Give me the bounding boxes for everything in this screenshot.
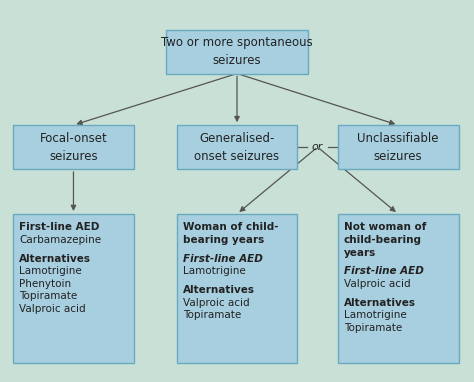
Text: Unclassifiable
seizures: Unclassifiable seizures	[357, 131, 439, 163]
Text: years: years	[344, 248, 376, 257]
Text: Valproic acid: Valproic acid	[19, 304, 86, 314]
Text: Generalised-
onset seizures: Generalised- onset seizures	[194, 131, 280, 163]
Text: bearing years: bearing years	[182, 235, 264, 245]
Text: Phenytoin: Phenytoin	[19, 279, 71, 289]
FancyBboxPatch shape	[166, 30, 308, 73]
FancyBboxPatch shape	[337, 214, 458, 363]
Text: Not woman of: Not woman of	[344, 222, 426, 232]
Text: Topiramate: Topiramate	[344, 323, 402, 333]
Text: Lamotrigine: Lamotrigine	[182, 266, 246, 276]
FancyBboxPatch shape	[176, 125, 298, 169]
FancyBboxPatch shape	[176, 214, 298, 363]
Text: Lamotrigine: Lamotrigine	[19, 266, 82, 276]
Text: or: or	[312, 142, 323, 152]
Text: Woman of child-: Woman of child-	[182, 222, 278, 232]
Text: Focal-onset
seizures: Focal-onset seizures	[40, 131, 107, 163]
Text: First-line AED: First-line AED	[182, 254, 263, 264]
Text: Alternatives: Alternatives	[182, 285, 255, 295]
Text: Alternatives: Alternatives	[344, 298, 416, 308]
Text: Alternatives: Alternatives	[19, 254, 91, 264]
Text: First-line AED: First-line AED	[344, 266, 424, 276]
FancyBboxPatch shape	[13, 214, 134, 363]
Text: Valproic acid: Valproic acid	[182, 298, 249, 308]
Text: First-line AED: First-line AED	[19, 222, 100, 232]
Text: Topiramate: Topiramate	[182, 310, 241, 320]
Text: Carbamazepine: Carbamazepine	[19, 235, 101, 245]
Text: Topiramate: Topiramate	[19, 291, 77, 301]
FancyBboxPatch shape	[337, 125, 458, 169]
Text: child-bearing: child-bearing	[344, 235, 422, 245]
FancyBboxPatch shape	[13, 125, 134, 169]
Text: Lamotrigine: Lamotrigine	[344, 310, 407, 320]
Text: Valproic acid: Valproic acid	[344, 279, 410, 289]
Text: Two or more spontaneous
seizures: Two or more spontaneous seizures	[161, 36, 313, 67]
